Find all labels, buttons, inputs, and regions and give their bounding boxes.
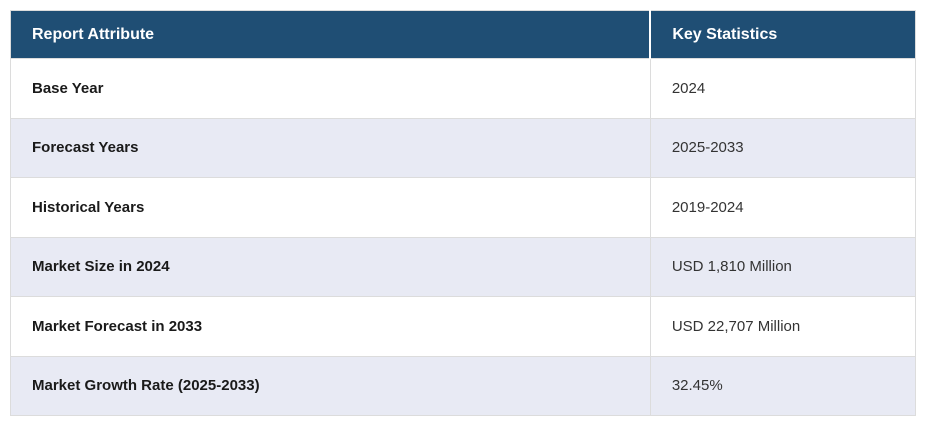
column-header-key-statistics: Key Statistics (649, 10, 916, 59)
value-cell: 2025-2033 (649, 117, 917, 178)
table-row: Forecast Years 2025-2033 (10, 117, 917, 178)
value-cell: USD 22,707 Million (649, 296, 917, 357)
table-row: Market Size in 2024 USD 1,810 Million (10, 236, 917, 297)
value-cell: 32.45% (649, 355, 917, 416)
attribute-cell: Market Forecast in 2033 (10, 296, 651, 357)
value-cell: USD 1,810 Million (649, 236, 917, 297)
attribute-cell: Market Size in 2024 (10, 236, 651, 297)
table-row: Base Year 2024 (10, 58, 917, 119)
column-header-report-attribute: Report Attribute (10, 10, 651, 59)
table-row: Historical Years 2019-2024 (10, 177, 917, 238)
attribute-cell: Market Growth Rate (2025-2033) (10, 355, 651, 416)
value-cell: 2024 (649, 58, 917, 119)
table-body: Base Year 2024 Forecast Years 2025-2033 … (10, 58, 917, 416)
attribute-cell: Historical Years (10, 177, 651, 238)
attribute-cell: Base Year (10, 58, 651, 119)
attribute-cell: Forecast Years (10, 117, 651, 178)
value-cell: 2019-2024 (649, 177, 917, 238)
table-header-row: Report Attribute Key Statistics (10, 10, 916, 59)
table-row: Market Growth Rate (2025-2033) 32.45% (10, 355, 917, 416)
table-row: Market Forecast in 2033 USD 22,707 Milli… (10, 296, 917, 357)
report-statistics-table: Report Attribute Key Statistics Base Yea… (10, 10, 917, 416)
